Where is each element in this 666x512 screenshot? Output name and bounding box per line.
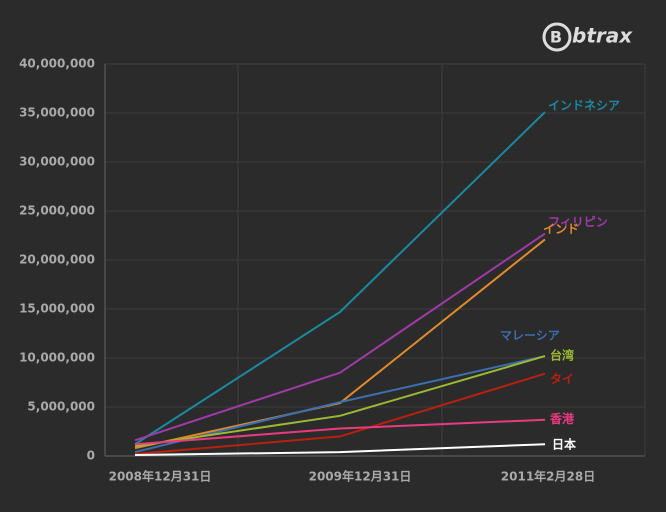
logo: B btrax: [542, 22, 633, 52]
x-tick-label: 2009年12月31日: [309, 469, 412, 484]
y-tick-label: 5,000,000: [27, 400, 95, 414]
series-label: マレーシア: [500, 329, 560, 343]
series-label: フィリピン: [548, 215, 608, 229]
series-label: 日本: [552, 437, 576, 452]
series-label: タイ: [550, 372, 574, 386]
series-label: 香港: [549, 411, 575, 426]
y-tick-label: 15,000,000: [19, 302, 95, 316]
series-label: インド: [543, 222, 579, 236]
y-tick-label: 25,000,000: [19, 204, 95, 218]
series-label: インドネシア: [548, 99, 620, 113]
logo-icon: [542, 22, 572, 52]
y-tick-label: 40,000,000: [19, 57, 95, 71]
series-line: [134, 355, 546, 448]
series-line: [134, 372, 546, 456]
series-label: 台湾: [550, 348, 574, 363]
y-tick-label: 35,000,000: [19, 106, 95, 120]
x-tick-label: 2008年12月31日: [109, 469, 212, 484]
y-tick-label: 20,000,000: [19, 253, 95, 267]
series-line: [134, 232, 546, 442]
series-line: [134, 418, 546, 446]
logo-icon-letter: B: [550, 28, 562, 47]
brand: btrax: [572, 24, 633, 48]
y-tick-label: 10,000,000: [19, 351, 95, 365]
y-tick-label: 30,000,000: [19, 155, 95, 169]
series-line: [134, 443, 546, 457]
x-tick-label: 2011年2月28日: [501, 469, 595, 484]
y-tick-label: 0: [87, 449, 95, 463]
series-line: [134, 111, 546, 446]
